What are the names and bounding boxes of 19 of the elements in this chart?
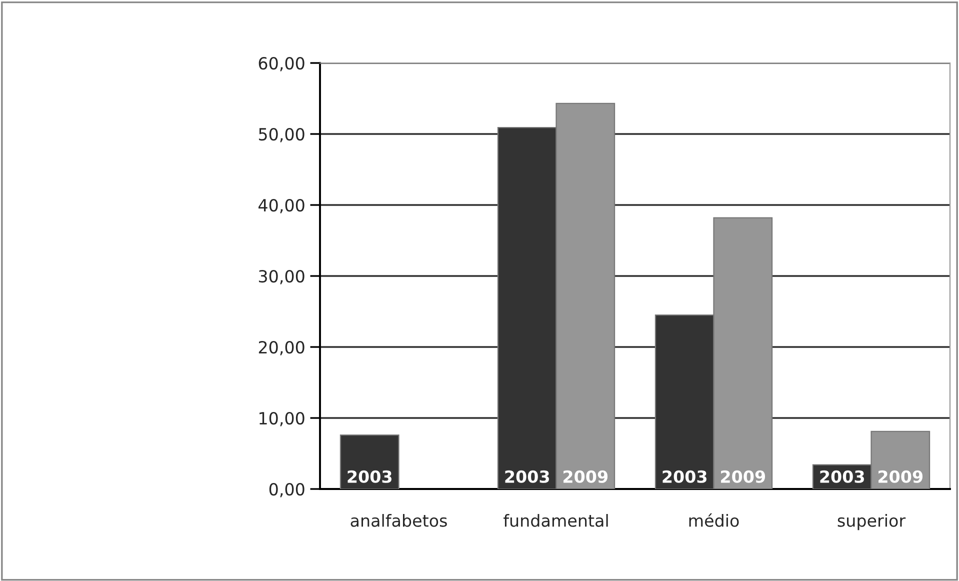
series-label: 2009 — [564, 470, 608, 483]
y-tick-label: 60,00 — [258, 56, 304, 72]
text: 2003 — [662, 470, 706, 483]
y-tick-label: 20,00 — [258, 340, 304, 356]
bar — [340, 434, 400, 489]
text: 2009 — [721, 470, 766, 483]
y-tick-label: 50,00 — [258, 128, 304, 142]
y-tick-label: 30,00 — [258, 270, 304, 284]
text: 2003 — [348, 470, 392, 483]
x-tick-label: superior — [838, 514, 906, 530]
text: 2009 — [878, 470, 923, 483]
y-tick-label: 0,00 — [269, 482, 304, 498]
y-tick-label: 10,00 — [260, 412, 304, 426]
x-tick-label: médio — [689, 513, 739, 527]
x-tick-label: fundamental — [504, 514, 608, 527]
text: 2003 — [505, 470, 549, 483]
y-tick-label: 40,00 — [258, 198, 304, 214]
x-tick-label: analfabetos — [350, 514, 447, 527]
series-label: 2003 — [820, 470, 864, 483]
